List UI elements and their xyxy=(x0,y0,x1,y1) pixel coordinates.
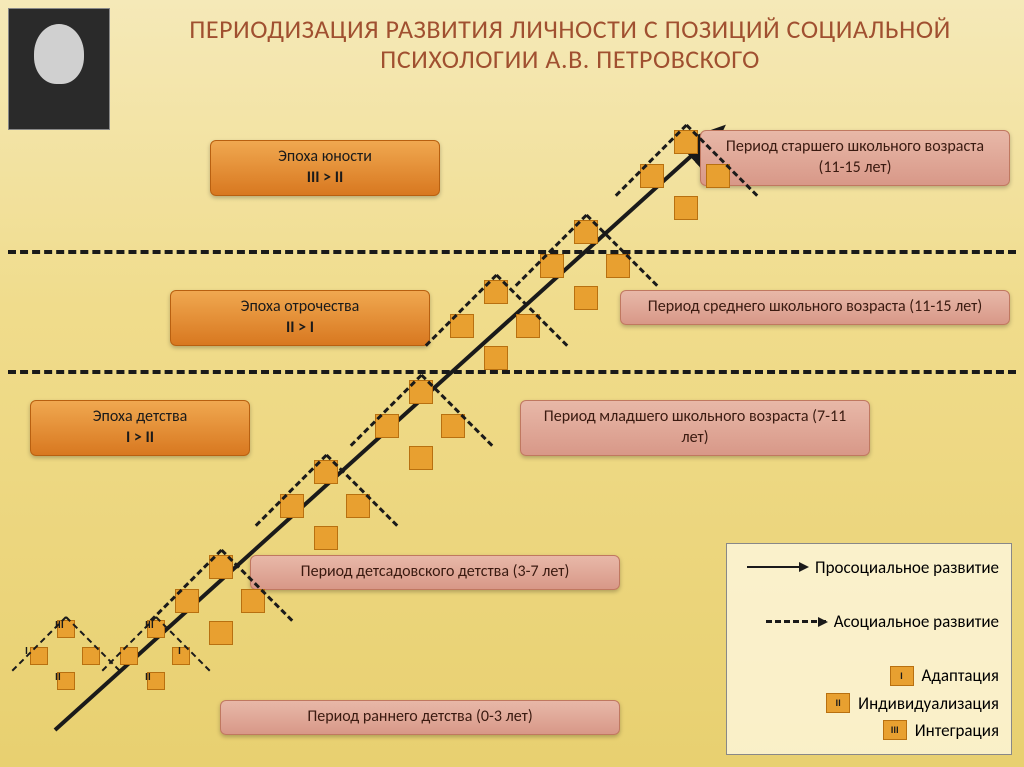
legend-integration: III Интеграция xyxy=(739,717,999,744)
legend-individuation: II Индивидуализация xyxy=(739,690,999,717)
author-portrait xyxy=(8,8,110,130)
roman-3: III xyxy=(55,618,64,631)
square-icon-3: III xyxy=(883,720,907,740)
roman-2: II xyxy=(55,670,61,683)
epoch-youth-box: Эпоха юности III > II xyxy=(210,140,440,196)
legend-prosocial-label: Просоциальное развитие xyxy=(815,554,999,581)
legend-asocial-label: Асоциальное развитие xyxy=(834,608,999,635)
phase-cluster xyxy=(280,460,370,550)
roman-2: II xyxy=(145,670,151,683)
epoch-childhood-label: Эпоха детства xyxy=(93,407,188,426)
solid-arrow-icon xyxy=(747,566,807,568)
roman-1: I xyxy=(178,644,181,657)
epoch-divider-1 xyxy=(8,250,1016,254)
period-kinder-box: Период детсадовского детства (3-7 лет) xyxy=(250,555,620,590)
legend-box: Просоциальное развитие . Асоциальное раз… xyxy=(726,543,1012,755)
epoch-youth-label: Эпоха юности xyxy=(278,147,372,166)
epoch-adolescence-formula: II > I xyxy=(286,318,314,337)
epoch-childhood-box: Эпоха детства I > II xyxy=(30,400,250,456)
legend-asocial: Асоциальное развитие xyxy=(739,608,999,635)
slide-title: ПЕРИОДИЗАЦИЯ РАЗВИТИЯ ЛИЧНОСТИ С ПОЗИЦИЙ… xyxy=(130,15,1010,75)
phase-cluster xyxy=(450,280,540,370)
legend-individuation-label: Индивидуализация xyxy=(858,690,999,717)
period-junior-box: Период младшего школьного возраста (7-11… xyxy=(520,400,870,456)
phase-cluster-small: I II III xyxy=(120,620,190,690)
legend-adaptation: I Адаптация xyxy=(739,662,999,689)
period-senior-box: Период старшего школьного возраста (11-1… xyxy=(700,130,1010,186)
epoch-childhood-formula: I > II xyxy=(126,428,154,447)
epoch-adolescence-label: Эпоха отрочества xyxy=(241,297,360,316)
epoch-youth-formula: III > II xyxy=(307,168,344,187)
phase-cluster xyxy=(640,130,730,220)
legend-adaptation-label: Адаптация xyxy=(922,662,1000,689)
phase-cluster-small: I II III xyxy=(30,620,100,690)
epoch-adolescence-box: Эпоха отрочества II > I xyxy=(170,290,430,346)
phase-cluster xyxy=(540,220,630,310)
square-icon-1: I xyxy=(890,666,914,686)
square-icon-2: II xyxy=(826,693,850,713)
period-early-box: Период раннего детства (0-3 лет) xyxy=(220,700,620,735)
legend-integration-label: Интеграция xyxy=(915,717,999,744)
dashed-arrow-icon xyxy=(766,620,826,623)
roman-3: III xyxy=(145,618,154,631)
legend-prosocial: Просоциальное развитие xyxy=(739,554,999,581)
phase-cluster xyxy=(375,380,465,470)
epoch-divider-2 xyxy=(8,370,1016,374)
period-middle-box: Период среднего школьного возраста (11-1… xyxy=(620,290,1010,325)
roman-1: I xyxy=(25,644,28,657)
